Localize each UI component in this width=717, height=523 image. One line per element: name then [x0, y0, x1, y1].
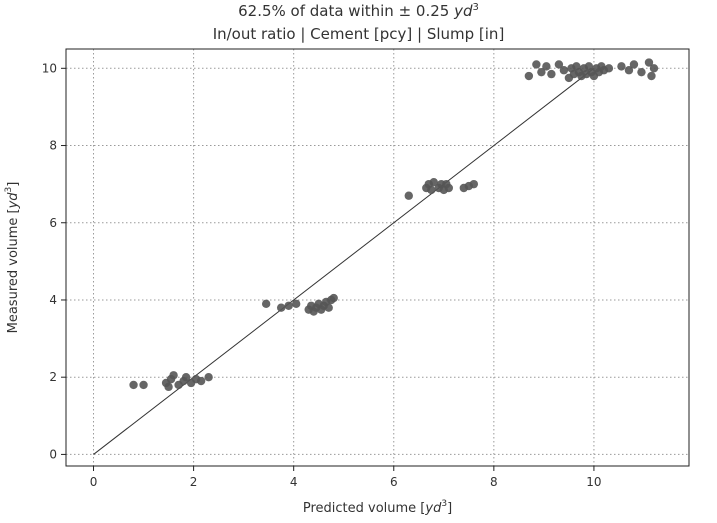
y-tick-label-3: 6 [49, 216, 57, 230]
y-axis-label: Measured volume [yd3] [4, 182, 21, 334]
data-point-25 [325, 303, 333, 311]
y-axis-ticks: 0 2 4 6 8 10 [42, 61, 66, 461]
data-point-12 [204, 373, 212, 381]
x-axis-label: Predicted volume [yd3] [303, 499, 452, 516]
data-point-63 [605, 64, 613, 72]
data-point-15 [284, 302, 292, 310]
data-point-13 [262, 300, 270, 308]
data-point-40 [470, 180, 478, 188]
data-point-69 [647, 72, 655, 80]
data-point-41 [525, 72, 533, 80]
data-point-42 [532, 60, 540, 68]
y-tick-label-2: 4 [49, 293, 57, 307]
data-point-27 [330, 294, 338, 302]
data-point-14 [277, 303, 285, 311]
data-point-67 [637, 68, 645, 76]
x-tick-label-5: 10 [586, 475, 601, 489]
data-point-64 [617, 62, 625, 70]
data-point-28 [405, 192, 413, 200]
x-tick-label-4: 8 [490, 475, 498, 489]
data-point-47 [560, 66, 568, 74]
data-point-0 [129, 381, 137, 389]
data-point-16 [292, 300, 300, 308]
x-tick-label-2: 4 [290, 475, 298, 489]
x-tick-label-1: 2 [190, 475, 198, 489]
data-point-31 [427, 186, 435, 194]
data-point-37 [445, 184, 453, 192]
data-point-44 [542, 62, 550, 70]
data-point-5 [169, 371, 177, 379]
data-point-1 [139, 381, 147, 389]
x-axis-ticks: 0 2 4 6 8 10 [90, 466, 602, 489]
x-tick-label-0: 0 [90, 475, 98, 489]
x-tick-label-3: 6 [390, 475, 398, 489]
data-point-3 [164, 383, 172, 391]
y-tick-label-5: 10 [42, 61, 57, 75]
data-point-45 [547, 70, 555, 78]
data-point-11 [197, 377, 205, 385]
data-point-66 [630, 60, 638, 68]
data-point-70 [650, 64, 658, 72]
y-tick-label-0: 0 [49, 447, 57, 461]
y-tick-label-4: 8 [49, 139, 57, 153]
reference-line [94, 68, 594, 454]
y-tick-label-1: 2 [49, 370, 57, 384]
